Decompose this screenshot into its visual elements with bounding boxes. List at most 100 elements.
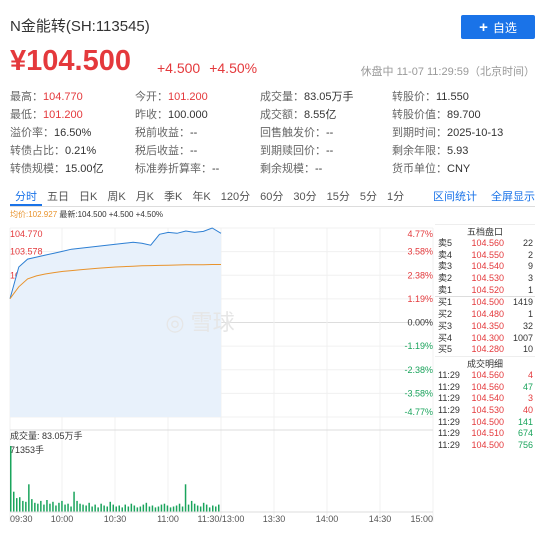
quote-stats-grid: 最高： 104.770 今开： 101.200 成交量： 83.05万手 转股价： 11.55…: [10, 88, 545, 178]
tab-7[interactable]: 120分: [220, 191, 251, 203]
trade-row: 11:29 104.560 4: [435, 370, 535, 382]
tab-4[interactable]: 月K: [135, 191, 155, 203]
trade-qty: 756: [517, 440, 533, 450]
stat-value: --: [190, 127, 198, 139]
tab-5[interactable]: 季K: [164, 191, 183, 203]
bid-row: 买4 104.300 1007: [435, 333, 535, 345]
pct-tick: 1.19%: [407, 294, 433, 304]
bid-row: 买5 104.280 10: [435, 344, 535, 356]
volume-bar: [40, 500, 42, 512]
volume-bar: [70, 506, 72, 512]
range-stats-link[interactable]: 区间统计: [433, 191, 477, 203]
price-area: [10, 228, 221, 417]
volume-bar: [37, 503, 39, 512]
trade-qty: 40: [522, 404, 533, 415]
volume-bar: [58, 502, 60, 512]
volume-bar: [19, 497, 21, 512]
stat-label: 成交量：: [260, 91, 304, 103]
tab-12[interactable]: 1分: [386, 191, 405, 203]
volume-bar: [115, 506, 117, 512]
tab-3[interactable]: 周K: [107, 191, 126, 203]
stat-label: 转债规模：: [10, 163, 65, 175]
book-divider: [435, 296, 535, 298]
chart-period-tabs: 分时 五日 日K 周K 月K 季K 年K 120分 60分 30分 15分 5分 1分 区间统计 全屏显示: [10, 188, 535, 207]
volume-bar: [73, 491, 75, 512]
ask-price: 104.550: [471, 249, 504, 260]
bid-row: 买1 104.500 1419: [435, 297, 535, 309]
market-status: 休盘中 11-07 11:29:59（北京时间）: [360, 66, 535, 78]
stat-label: 转股价：: [392, 91, 436, 103]
pct-tick: 2.38%: [407, 270, 433, 280]
volume-bar: [91, 506, 93, 512]
legend-latest: 最新:104.500 +4.500 +4.50%: [59, 210, 164, 219]
x-tick: 14:00: [316, 514, 339, 524]
tab-2[interactable]: 日K: [79, 191, 98, 203]
stat-cell: 成交量： 83.05万手: [260, 88, 392, 106]
stat-cell: 最低： 101.200: [10, 106, 135, 124]
tab-1[interactable]: 五日: [47, 191, 69, 203]
add-watchlist-button[interactable]: + 自选: [461, 15, 535, 39]
volume-bar: [46, 500, 48, 512]
tab-8[interactable]: 60分: [260, 191, 284, 203]
stat-cell: 转债占比： 0.21%: [10, 142, 135, 160]
volume-bar: [118, 505, 120, 512]
volume-bar: [112, 504, 114, 512]
volume-bar: [160, 504, 163, 512]
stat-label: 成交额：: [260, 109, 304, 121]
stats-row: 最低： 101.200 昨收： 100.000 成交额： 8.55亿 转股价值： 89.700: [10, 106, 545, 124]
watermark-logo: ◎ 雪球: [165, 310, 234, 335]
stat-value: CNY: [447, 163, 471, 175]
volume-bar: [97, 507, 99, 512]
tab-9[interactable]: 30分: [293, 191, 317, 203]
add-watchlist-label: 自选: [492, 20, 517, 35]
ask-label: 卖1: [438, 284, 453, 295]
trade-row: 11:29 104.500 756: [435, 440, 535, 452]
bid-row: 买3 104.350 32: [435, 321, 535, 333]
bid-price: 104.350: [471, 320, 504, 331]
stat-cell: 转股价值： 89.700: [392, 106, 545, 124]
stock-title: N金能转(SH:113545): [10, 18, 150, 35]
ask-row: 卖2 104.530 3: [435, 273, 535, 285]
volume-bar: [22, 500, 24, 512]
stat-value: 15.00亿: [65, 163, 104, 175]
bid-label: 买5: [438, 344, 453, 355]
stat-value: 101.200: [43, 109, 83, 121]
pct-tick: -4.77%: [404, 407, 433, 417]
stat-label: 转债占比：: [10, 145, 65, 157]
volume-bar: [193, 503, 196, 512]
tab-10[interactable]: 15分: [326, 191, 350, 203]
intraday-chart[interactable]: 104.7704.77%103.5783.58%102.3852.38%101.…: [0, 220, 435, 525]
volume-bar: [31, 499, 33, 512]
stat-cell: 转股价： 11.550: [392, 88, 545, 106]
stat-label: 税前收益：: [135, 127, 190, 139]
bid-price: 104.480: [471, 309, 504, 320]
tab-0[interactable]: 分时: [10, 188, 42, 206]
trade-qty: 674: [517, 428, 533, 439]
volume-bar: [184, 484, 187, 512]
bid-qty: 1: [527, 309, 533, 320]
volume-bar: [190, 500, 193, 512]
tab-6[interactable]: 年K: [192, 191, 211, 203]
volume-bar: [130, 503, 133, 512]
volume-bar: [10, 446, 12, 512]
ask-qty: 22: [522, 238, 533, 248]
price-tick: 104.770: [10, 229, 43, 239]
stat-value: 0.21%: [65, 145, 97, 157]
pct-tick: 3.58%: [407, 247, 433, 257]
trade-time: 11:29: [438, 428, 460, 439]
stat-value: --: [315, 163, 323, 175]
avg-line: [9, 264, 221, 299]
price-tick: 103.578: [10, 247, 43, 257]
trade-price: 104.510: [471, 428, 504, 439]
trade-time: 11:29: [438, 440, 460, 450]
price-change: +4.500 +4.50%: [157, 60, 266, 76]
stat-label: 最高：: [10, 91, 43, 103]
volume-tick: 71353手: [10, 444, 44, 455]
stat-cell: 昨收： 100.000: [135, 106, 260, 124]
stat-cell: 标准券折算率： --: [135, 160, 260, 178]
tab-11[interactable]: 5分: [359, 191, 377, 203]
volume-bar: [187, 504, 190, 512]
orderbook-title: 五档盘口: [435, 224, 535, 238]
trade-time: 11:29: [438, 404, 460, 415]
fullscreen-link[interactable]: 全屏显示: [491, 191, 535, 203]
